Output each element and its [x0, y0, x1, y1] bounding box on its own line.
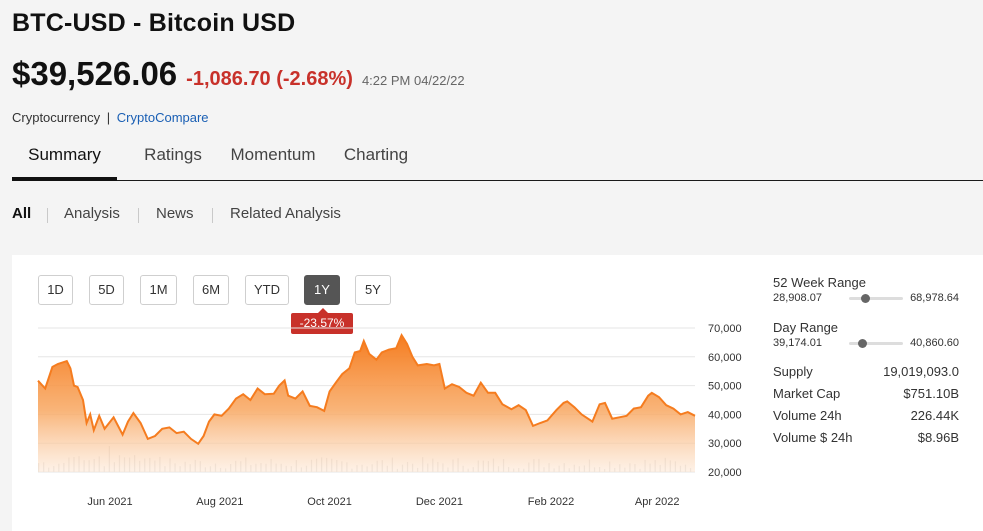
x-tick-label: Aug 2021 [196, 496, 243, 508]
subtab-divider [212, 208, 213, 223]
y-tick-label: 70,000 [708, 323, 742, 335]
range-1y-button[interactable]: 1Y [304, 275, 340, 305]
stat-value: $751.10B [903, 386, 959, 401]
range-6m-button[interactable]: 6M [193, 275, 229, 305]
tab-ratings[interactable]: Ratings [144, 145, 202, 164]
ticker-title: BTC-USD - Bitcoin USD [12, 9, 296, 37]
subtab-divider [138, 208, 139, 223]
tab-charting[interactable]: Charting [343, 145, 409, 164]
tab-momentum[interactable]: Momentum [230, 145, 316, 164]
stat-market-cap: Market Cap $751.10B [773, 386, 959, 404]
subtab-news[interactable]: News [156, 205, 194, 222]
asset-meta: Cryptocurrency | CryptoCompare [12, 110, 209, 125]
week52-range-track [849, 294, 903, 303]
stat-volume-usd-24h: Volume $ 24h $8.96B [773, 430, 959, 448]
stat-value: 226.44K [910, 408, 959, 423]
price-line [37, 333, 696, 446]
day-high: 40,860.60 [910, 337, 959, 349]
subtab-analysis[interactable]: Analysis [64, 205, 120, 222]
range-5d-button[interactable]: 5D [89, 275, 124, 305]
stat-volume-24h: Volume 24h 226.44K [773, 408, 959, 426]
y-axis-labels: 70,000 60,000 50,000 40,000 30,000 20,000 [708, 323, 742, 479]
y-tick-label: 20,000 [708, 467, 742, 479]
range-change-badge: -23.57% [291, 308, 353, 334]
day-range-title: Day Range [773, 320, 839, 335]
meta-separator: | [106, 110, 111, 125]
x-tick-label: Oct 2021 [307, 496, 352, 508]
x-tick-label: Jun 2021 [87, 496, 132, 508]
stat-value: $8.96B [917, 430, 959, 445]
y-tick-label: 30,000 [708, 438, 742, 450]
range-1d-button[interactable]: 1D [38, 275, 73, 305]
day-range-marker [858, 339, 868, 348]
asset-category: Cryptocurrency [12, 110, 101, 125]
current-price: $39,526.06 [12, 55, 178, 92]
subtab-divider [47, 208, 48, 223]
week52-low: 28,908.07 [773, 292, 822, 304]
subtab-related-analysis[interactable]: Related Analysis [230, 205, 341, 222]
price-row: $39,526.06 -1,086.70 (-2.68%) 4:22 PM 04… [12, 55, 465, 95]
main-tabs: Summary Ratings Momentum Charting [12, 138, 983, 181]
price-area [38, 335, 695, 472]
price-change: -1,086.70 (-2.68%) [186, 68, 353, 90]
stat-label: Supply [773, 364, 813, 379]
stat-value: 19,019,093.0 [883, 364, 959, 379]
tab-summary[interactable]: Summary [12, 138, 117, 181]
x-tick-label: Feb 2022 [528, 496, 574, 508]
day-range-track [849, 339, 903, 348]
week52-range-marker [860, 294, 870, 303]
y-tick-label: 40,000 [708, 409, 742, 421]
y-tick-label: 60,000 [708, 352, 742, 364]
week52-high: 68,978.64 [910, 292, 959, 304]
day-low: 39,174.01 [773, 337, 822, 349]
stat-label: Market Cap [773, 386, 841, 401]
stat-label: Volume 24h [773, 408, 842, 423]
range-1m-button[interactable]: 1M [140, 275, 177, 305]
range-5y-button[interactable]: 5Y [355, 275, 391, 305]
stat-supply: Supply 19,019,093.0 [773, 364, 959, 382]
data-source-link[interactable]: CryptoCompare [116, 110, 209, 125]
x-tick-label: Dec 2021 [416, 496, 463, 508]
subtab-all[interactable]: All [12, 205, 32, 222]
stat-label: Volume $ 24h [773, 430, 853, 445]
range-ytd-button[interactable]: YTD [245, 275, 289, 305]
week52-range-title: 52 Week Range [773, 275, 866, 290]
x-axis-labels: Jun 2021 Aug 2021 Oct 2021 Dec 2021 Feb 2022… [87, 496, 679, 508]
y-tick-label: 50,000 [708, 381, 742, 393]
quote-timestamp: 4:22 PM 04/22/22 [361, 73, 465, 88]
x-tick-label: Apr 2022 [635, 496, 680, 508]
